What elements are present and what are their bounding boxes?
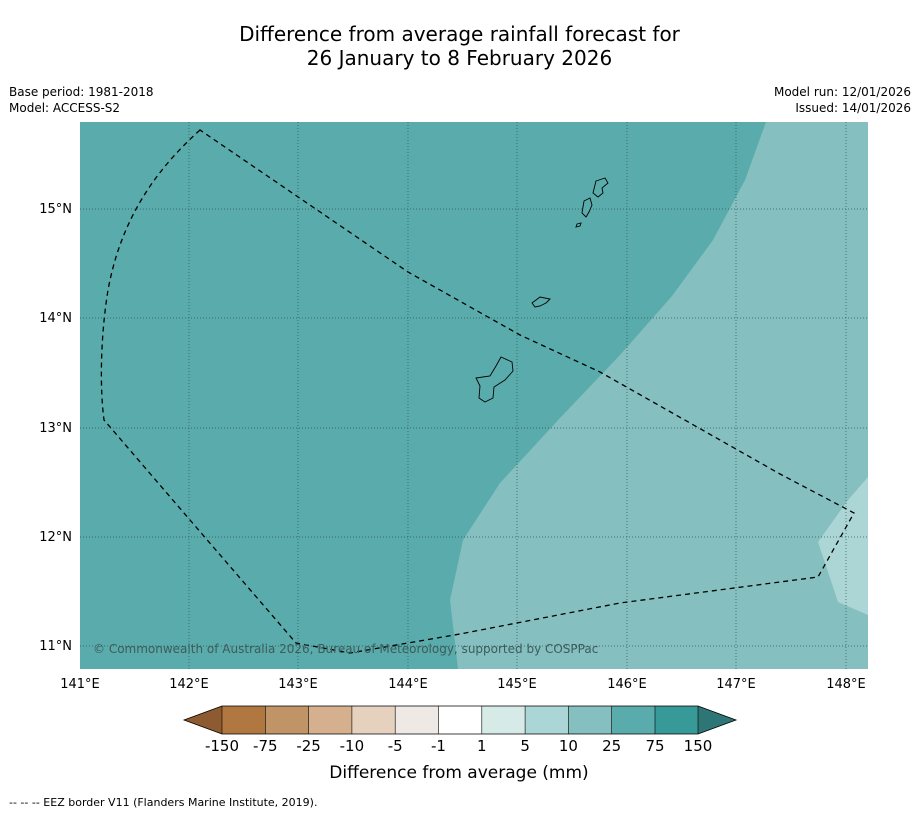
legend-tick-7: 5 [520,737,530,755]
lon-label-141: 141°E [60,677,100,692]
legend-swatch-1 [222,706,266,734]
issued-text: Issued: 14/01/2026 [795,101,911,115]
legend-label: Difference from average (mm) [329,763,588,783]
legend-swatch-9 [568,706,612,734]
legend-swatch-6 [438,706,482,734]
lon-label-142: 142°E [169,677,209,692]
islands [475,177,609,403]
forecast-map: © Commonwealth of Australia 2026, Bureau… [39,122,868,783]
copyright-text: © Commonwealth of Australia 2026, Bureau… [93,642,598,656]
lon-label-147: 147°E [716,677,756,692]
legend-swatch-7 [481,706,526,734]
zone-5-to-10 [818,477,868,615]
legend-swatch-12 [698,706,736,734]
model-run-text: Model run: 12/01/2026 [773,85,911,99]
legend-tick-6: 1 [477,737,487,755]
island-aguijan [575,222,582,228]
model-text: Model: ACCESS-S2 [9,101,121,115]
lat-label-14: 14°N [39,311,72,326]
legend-tick-4: -5 [388,737,403,755]
legend-tick-2: -25 [296,737,321,755]
island-guam [475,356,514,403]
legend-tick-1: -75 [253,737,278,755]
legend-swatch-4 [351,706,396,734]
legend-swatch-3 [308,706,352,734]
island-saipan [592,177,609,198]
legend-tick-11: 150 [684,737,713,755]
island-rota [531,296,551,308]
lat-label-12: 12°N [39,530,72,545]
map-panel: © Commonwealth of Australia 2026, Bureau… [80,122,868,669]
legend-swatch-8 [525,706,569,734]
base-period-text: Base period: 1981-2018 [9,85,154,99]
lat-label-13: 13°N [39,421,72,436]
eez-footnote: -- -- -- EEZ border V11 (Flanders Marine… [9,796,318,809]
chart-title: Difference from average rainfall forecas… [0,22,919,70]
legend-swatch-10 [611,706,655,734]
lon-label-143: 143°E [278,677,318,692]
axis-labels: 141°E 142°E 143°E 144°E 145°E 146°E 147°… [39,202,866,692]
meta-left: Base period: 1981-2018 Model: ACCESS-S2 [9,84,154,116]
legend-tick-8: 10 [559,737,578,755]
zone-10-to-25 [450,122,868,669]
legend-tick-9: 25 [602,737,621,755]
legend-swatch-2 [265,706,309,734]
lon-label-146: 146°E [607,677,647,692]
legend-dividers [221,706,699,734]
legend-swatch-5 [395,706,439,734]
legend-tick-3: -10 [340,737,365,755]
eez-border [100,129,855,654]
legend-swatch-0 [184,706,222,734]
legend-tick-10: 75 [645,737,664,755]
lon-label-148: 148°E [826,677,866,692]
legend-swatches [184,706,736,734]
title-line-1: Difference from average rainfall forecas… [239,22,680,46]
island-tinian [581,197,593,218]
lon-label-145: 145°E [497,677,537,692]
legend-tick-5: -1 [431,737,446,755]
lat-label-11: 11°N [39,639,72,654]
legend: -150 -75 -25 -10 -5 -1 1 5 10 25 75 150 … [182,705,738,783]
legend-ticks: -150 -75 -25 -10 -5 -1 1 5 10 25 75 150 [205,737,712,755]
lat-label-15: 15°N [39,202,72,217]
legend-tick-0: -150 [205,737,239,755]
gridlines [80,122,868,669]
lon-label-144: 144°E [388,677,428,692]
legend-swatch-11 [655,706,698,734]
title-line-2: 26 January to 8 February 2026 [306,46,613,70]
meta-right: Model run: 12/01/2026 Issued: 14/01/2026 [774,84,911,116]
